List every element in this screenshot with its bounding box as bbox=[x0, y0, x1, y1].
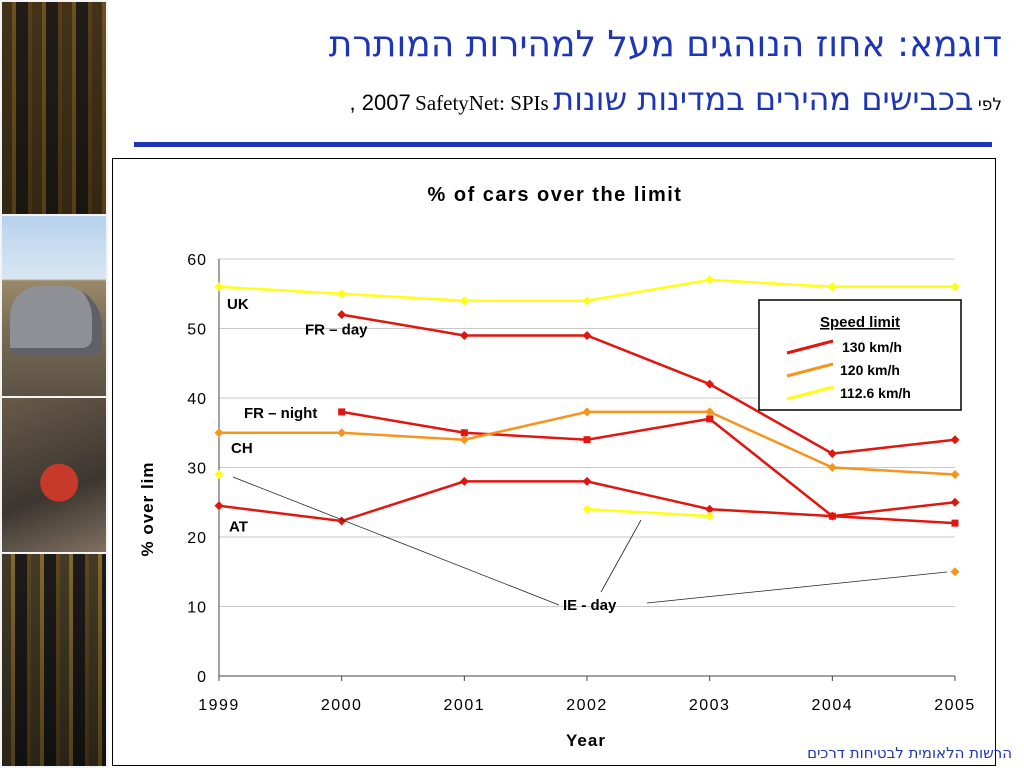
series-line-fr-day bbox=[341, 313, 956, 455]
chart-legend: Speed limit 130 km/h 120 km/h 112.6 km/h bbox=[758, 299, 962, 411]
point-ie-day bbox=[705, 511, 715, 521]
y-tick-label: 20 bbox=[187, 530, 207, 547]
y-tick-label: 10 bbox=[187, 600, 207, 617]
point-fr-night bbox=[583, 436, 591, 444]
series-line-fr-night bbox=[341, 410, 956, 525]
point-uk bbox=[582, 296, 592, 306]
title-divider bbox=[134, 142, 992, 147]
point-at bbox=[214, 501, 224, 511]
point-uk bbox=[950, 282, 960, 292]
title-year: , 2007 bbox=[349, 90, 411, 115]
legend-label: 130 km/h bbox=[842, 339, 902, 355]
point-at bbox=[827, 511, 837, 521]
chart-title: % of cars over the limit bbox=[428, 184, 683, 206]
point-uk bbox=[827, 282, 837, 292]
point-ch bbox=[459, 435, 469, 445]
y-axis-label: % over lim bbox=[138, 461, 157, 556]
y-tick-label: 60 bbox=[187, 252, 207, 269]
x-tick-label: 1999 bbox=[198, 697, 240, 714]
title-according-to: לפי bbox=[977, 95, 1002, 115]
annotation-ch: CH bbox=[231, 440, 253, 457]
point-uk bbox=[459, 296, 469, 306]
point-fr-night bbox=[706, 415, 714, 423]
slide-title-line1: דוגמא: אחוז הנוהגים מעל למהירות המותרת bbox=[328, 24, 1002, 65]
leader-line bbox=[646, 571, 948, 604]
point-fr-day bbox=[337, 310, 347, 320]
legend-label: 112.6 km/h bbox=[840, 385, 911, 401]
point-ch bbox=[337, 428, 347, 438]
point-uk bbox=[337, 289, 347, 299]
annotation-uk: UK bbox=[227, 296, 249, 313]
point-uk bbox=[214, 282, 224, 292]
point-at bbox=[582, 476, 592, 486]
point-fr-day bbox=[459, 330, 469, 340]
traffic-photo-bottom bbox=[2, 554, 106, 766]
point-ch bbox=[827, 463, 837, 472]
point-fr-day bbox=[705, 379, 715, 389]
point-ch bbox=[705, 407, 715, 417]
x-tick-label: 2003 bbox=[689, 697, 731, 714]
point-ch bbox=[214, 428, 224, 438]
point-uk bbox=[705, 275, 715, 285]
line-chart: % of cars over the limit % over lim Year… bbox=[138, 184, 976, 750]
leader-line bbox=[232, 476, 560, 606]
annotation-fr-day: FR – day bbox=[305, 322, 368, 339]
y-tick-label: 30 bbox=[187, 461, 207, 478]
series-line-ie-day bbox=[586, 507, 710, 518]
x-tick-label: 2002 bbox=[566, 697, 608, 714]
crash-photo bbox=[2, 216, 106, 396]
point-fr-night bbox=[338, 408, 346, 416]
point-ch bbox=[582, 407, 592, 417]
point-extra bbox=[950, 567, 960, 577]
x-tick-label: 2000 bbox=[321, 697, 363, 714]
legend-swatch bbox=[786, 339, 834, 355]
y-tick-label: 0 bbox=[197, 669, 207, 686]
legend-swatch bbox=[786, 385, 834, 401]
annotation-at: AT bbox=[229, 519, 248, 536]
wrecked-car-image bbox=[10, 286, 102, 356]
annotation-ie-day: IE - day bbox=[563, 597, 617, 614]
legend-swatch bbox=[786, 362, 834, 378]
point-ie-day bbox=[582, 504, 592, 514]
title-hebrew-line2: בכבישים מהירים במדינות שונות bbox=[553, 80, 974, 118]
slide-title-line2: , 2007 SafetyNet: SPIs לפי בכבישים מהירי… bbox=[350, 80, 1014, 118]
x-axis-label: Year bbox=[566, 731, 606, 750]
annotation-fr-night: FR – night bbox=[244, 405, 317, 422]
point-fr-night bbox=[951, 519, 959, 527]
point-ie-day bbox=[214, 469, 224, 479]
legend-label: 120 km/h bbox=[840, 362, 900, 378]
footer-organization: הרשות הלאומית לבטיחות דרכים bbox=[807, 744, 1012, 762]
title-source: SafetyNet: SPIs bbox=[415, 91, 549, 115]
y-tick-label: 50 bbox=[187, 322, 207, 339]
traffic-photo-top bbox=[2, 2, 106, 214]
legend-box bbox=[758, 299, 962, 411]
point-fr-day bbox=[827, 449, 837, 459]
point-at bbox=[950, 497, 960, 507]
legend-title: Speed limit bbox=[820, 314, 900, 331]
y-tick-label: 40 bbox=[187, 391, 207, 408]
point-fr-day bbox=[582, 330, 592, 340]
point-ch bbox=[950, 469, 960, 479]
point-at bbox=[705, 504, 715, 514]
chart-frame: % of cars over the limit % over lim Year… bbox=[112, 158, 996, 766]
leader-line bbox=[600, 519, 642, 593]
x-tick-label: 2005 bbox=[934, 697, 976, 714]
rescue-photo bbox=[2, 398, 106, 552]
x-tick-label: 2004 bbox=[812, 697, 854, 714]
x-tick-label: 2001 bbox=[444, 697, 486, 714]
point-at bbox=[459, 476, 469, 486]
photo-strip bbox=[0, 0, 108, 768]
point-fr-day bbox=[950, 435, 960, 445]
point-fr-night bbox=[460, 429, 468, 437]
